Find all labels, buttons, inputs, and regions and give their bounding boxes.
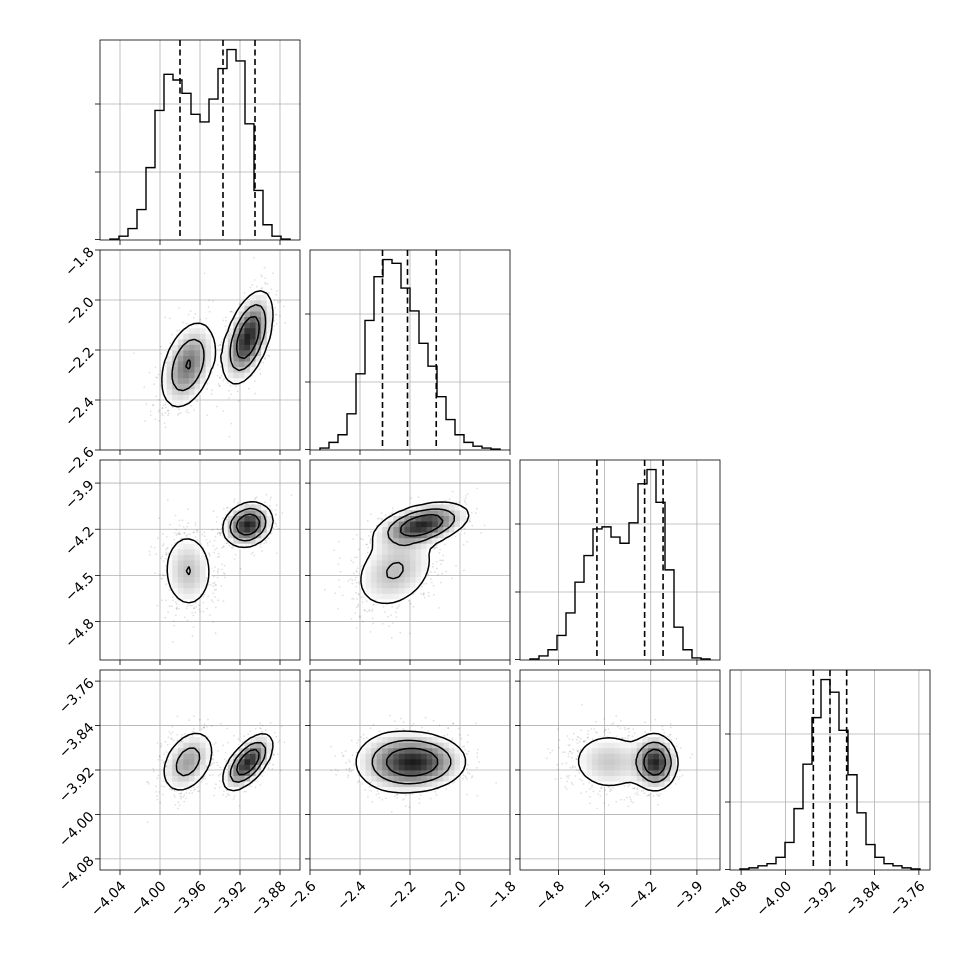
- y-tick-label: −2.2: [62, 344, 97, 379]
- contour-line: [399, 514, 444, 537]
- y-tick-label: −3.76: [56, 675, 98, 717]
- contour-line: [235, 513, 261, 536]
- x-tick-label: −4.8: [533, 878, 568, 913]
- contour-line: [235, 748, 260, 776]
- density-panel: −2.6 −2.4 −2.2 −2.0 −1.8: [62, 244, 301, 480]
- y-tick-label: −3.84: [56, 720, 98, 762]
- panel-frame: [99, 39, 301, 241]
- panel-frame: [99, 669, 301, 871]
- contour-line: [577, 732, 679, 792]
- histogram-bars: [109, 48, 291, 240]
- panel-frame: [519, 459, 721, 661]
- x-tick-label: −4.08: [709, 878, 751, 920]
- density-shading: [360, 504, 466, 605]
- panel-frame: [519, 669, 721, 871]
- x-tick-label: −2.2: [384, 878, 419, 913]
- y-tick-label: −4.00: [56, 809, 98, 851]
- x-tick-label: −2.4: [334, 878, 369, 913]
- contour-line: [360, 501, 470, 605]
- density-panel: [305, 459, 511, 665]
- panel-frame: [99, 459, 301, 661]
- density-shading: [161, 288, 273, 406]
- density-panel: −4.8 −4.5 −4.2 −3.9: [62, 459, 301, 665]
- x-tick-label: −3.84: [842, 878, 884, 920]
- density-panel: −4.8 −4.5 −4.2 −3.9: [515, 669, 721, 914]
- x-tick-label: −4.00: [128, 878, 170, 920]
- y-tick-label: −3.92: [56, 764, 98, 806]
- x-tick-label: −3.96: [168, 878, 210, 920]
- contour-line: [166, 501, 274, 604]
- x-tick-label: −4.04: [88, 878, 130, 920]
- contour-line: [355, 730, 467, 794]
- y-tick-label: −3.9: [62, 477, 97, 512]
- histogram-panel: −4.08 −4.00 −3.92 −3.84 −3.76: [709, 669, 931, 920]
- x-tick-label: −3.76: [887, 878, 929, 920]
- histogram-panel: [95, 39, 301, 245]
- histogram-bars: [739, 678, 921, 870]
- y-tick-label: −4.2: [62, 524, 97, 559]
- y-tick-label: −4.5: [62, 570, 97, 605]
- density-panel: −2.6 −2.4 −2.2 −2.0 −1.8: [284, 669, 520, 914]
- contour-line: [635, 741, 672, 784]
- panel-frame: [729, 669, 931, 871]
- density-panel: −4.08−4.00−3.92−3.84−3.76−4.04−4.00−3.96…: [56, 669, 301, 920]
- contour-line: [185, 507, 267, 576]
- y-tick-label: −4.8: [62, 616, 97, 651]
- histogram-bars: [529, 468, 711, 660]
- panel-frame: [309, 249, 511, 451]
- x-tick-label: −3.92: [798, 878, 840, 920]
- x-tick-label: −4.00: [754, 878, 796, 920]
- x-tick-label: −3.92: [208, 878, 250, 920]
- contour-line: [185, 315, 260, 370]
- contour-line: [385, 747, 439, 777]
- x-tick-label: −4.2: [625, 878, 660, 913]
- y-tick-label: −4.08: [56, 853, 98, 895]
- contour-line: [161, 290, 274, 408]
- panel-frame: [309, 669, 511, 871]
- contour-line: [175, 741, 267, 783]
- x-tick-label: −3.9: [671, 878, 706, 913]
- y-tick-label: −2.6: [62, 444, 97, 479]
- contour-line: [163, 732, 274, 792]
- x-tick-label: −2.6: [284, 878, 319, 913]
- x-tick-label: −1.8: [484, 878, 519, 913]
- panel-frame: [309, 459, 511, 661]
- contour-line: [371, 739, 452, 785]
- panel-frame: [99, 249, 301, 451]
- contour-line: [385, 508, 456, 580]
- y-tick-label: −2.0: [62, 294, 97, 329]
- histogram-bars: [319, 258, 501, 450]
- x-tick-label: −4.5: [579, 878, 614, 913]
- y-tick-label: −1.8: [62, 244, 97, 279]
- density-shading: [166, 504, 273, 605]
- x-tick-label: −2.0: [434, 878, 469, 913]
- x-tick-label: −3.88: [248, 878, 290, 920]
- histogram-panel: [515, 459, 721, 665]
- histogram-panel: [305, 249, 511, 455]
- contour-line: [171, 303, 267, 392]
- contour-line: [643, 748, 667, 776]
- y-tick-label: −2.4: [62, 394, 97, 429]
